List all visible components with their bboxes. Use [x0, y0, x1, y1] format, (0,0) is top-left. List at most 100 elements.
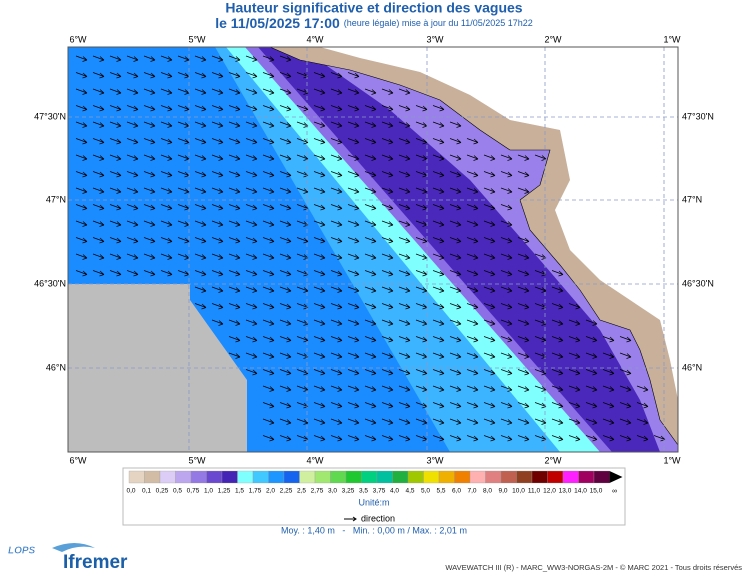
- lon-label: 6°W: [69, 455, 87, 465]
- wave-arrow: [449, 138, 462, 145]
- wave-arrow: [347, 402, 360, 409]
- wave-arrow: [381, 385, 394, 392]
- wave-arrow: [551, 418, 564, 425]
- wave-arrow: [483, 253, 496, 260]
- wave-arrow: [330, 270, 343, 277]
- wave-arrow: [160, 220, 173, 227]
- wave-arrow: [398, 105, 411, 112]
- wave-arrow: [143, 204, 156, 211]
- wave-arrow: [398, 402, 411, 409]
- wave-arrow: [449, 352, 462, 359]
- wave-arrow: [194, 187, 207, 194]
- wave-arrow: [398, 435, 411, 442]
- lon-label: 3°W: [426, 34, 444, 44]
- wave-arrow: [262, 121, 275, 128]
- legend-swatch: [547, 470, 564, 484]
- wave-arrow: [517, 237, 530, 244]
- wave-arrow: [279, 418, 292, 425]
- wave-arrow: [415, 352, 428, 359]
- wave-arrow: [75, 154, 88, 161]
- wave-arrow: [330, 154, 343, 161]
- wave-arrow: [517, 352, 530, 359]
- lat-label: 47°30'N: [34, 111, 66, 121]
- wave-arrow: [160, 121, 173, 128]
- wave-arrow: [415, 187, 428, 194]
- wave-arrow: [415, 385, 428, 392]
- wave-arrow: [211, 220, 224, 227]
- wave-arrow: [245, 187, 258, 194]
- legend-label: 0,1: [142, 488, 151, 495]
- wave-arrow: [92, 253, 105, 260]
- wave-arrow: [75, 72, 88, 79]
- wave-arrow: [228, 204, 241, 211]
- wave-arrow: [415, 105, 428, 112]
- wave-arrow: [483, 187, 496, 194]
- wave-arrow: [381, 418, 394, 425]
- wave-arrow: [568, 319, 581, 326]
- wave-arrow: [449, 385, 462, 392]
- wave-arrow: [245, 286, 258, 293]
- wave-arrow: [568, 402, 581, 409]
- wave-arrow: [500, 352, 513, 359]
- wave-arrow: [517, 435, 530, 442]
- wave-arrow: [551, 303, 564, 310]
- wave-arrow: [636, 418, 649, 425]
- lat-label: 46°N: [46, 362, 66, 372]
- wave-arrow: [398, 303, 411, 310]
- legend-swatch: [454, 470, 471, 484]
- legend-swatch: [221, 470, 238, 484]
- wave-arrow: [398, 352, 411, 359]
- legend-swatch: [237, 470, 254, 484]
- wave-arrow: [415, 253, 428, 260]
- wave-arrow: [415, 303, 428, 310]
- wave-arrow: [160, 187, 173, 194]
- wave-arrow: [415, 336, 428, 343]
- wave-arrow: [381, 336, 394, 343]
- legend-label: 5,5: [436, 488, 445, 495]
- wave-arrow: [92, 187, 105, 194]
- wave-arrow: [211, 187, 224, 194]
- wave-arrow: [143, 88, 156, 95]
- wave-arrow: [194, 121, 207, 128]
- wave-arrow: [75, 138, 88, 145]
- lat-label: 46°N: [682, 362, 702, 372]
- wave-arrow: [381, 88, 394, 95]
- wave-arrow: [500, 154, 513, 161]
- wave-arrow: [279, 385, 292, 392]
- lops-logo: LOPS: [8, 546, 36, 557]
- wave-arrow: [228, 253, 241, 260]
- wave-arrow: [398, 319, 411, 326]
- wave-arrow: [449, 204, 462, 211]
- grid: [68, 47, 678, 452]
- wave-arrow: [432, 270, 445, 277]
- wave-arrow: [143, 138, 156, 145]
- wave-arrow: [483, 204, 496, 211]
- wave-arrow: [466, 352, 479, 359]
- wave-arrow: [636, 435, 649, 442]
- wave-arrow: [364, 352, 377, 359]
- wave-arrow: [177, 55, 190, 62]
- wave-arrow: [109, 204, 122, 211]
- wave-arrow: [432, 303, 445, 310]
- legend-label: 5,0: [421, 488, 430, 495]
- wave-arrow: [245, 220, 258, 227]
- wave-arrow: [177, 105, 190, 112]
- legend-swatch: [376, 470, 393, 484]
- wave-arrow: [126, 138, 139, 145]
- wave-arrow: [364, 336, 377, 343]
- wave-arrow: [296, 105, 309, 112]
- wave-arrow: [551, 319, 564, 326]
- legend-label: 12,0: [543, 488, 556, 495]
- legend-swatch: [299, 470, 316, 484]
- wave-arrow: [279, 237, 292, 244]
- wave-arrow: [585, 319, 598, 326]
- wave-arrow: [296, 237, 309, 244]
- legend-label: 7,0: [467, 488, 476, 495]
- wave-arrow: [143, 270, 156, 277]
- wave-arrow: [517, 171, 530, 178]
- wave-arrow: [126, 253, 139, 260]
- wave-arrow: [262, 418, 275, 425]
- wave-arrow: [330, 72, 343, 79]
- wave-arrow: [347, 237, 360, 244]
- wave-arrow: [313, 385, 326, 392]
